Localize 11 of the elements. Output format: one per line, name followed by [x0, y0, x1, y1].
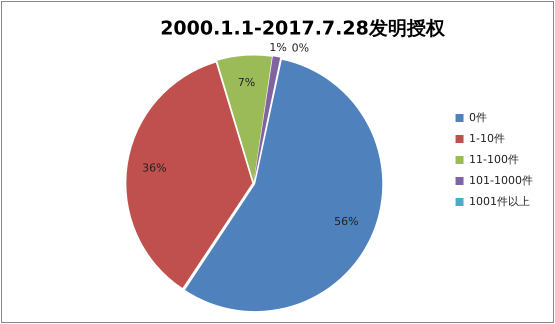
legend-label: 0件 [469, 110, 488, 124]
legend-label: 101-1000件 [469, 174, 534, 187]
legend-label: 1001件以上 [469, 194, 530, 208]
data-label: 36% [142, 162, 167, 175]
data-label: 56% [334, 215, 359, 228]
text: 0% [292, 42, 310, 55]
data-label: 1% [269, 40, 287, 54]
chart-title: 2000.1.1-2017.7.28发明授权 [160, 17, 446, 40]
data-label: 7% [238, 76, 256, 90]
legend-label: 11-100件 [469, 152, 520, 166]
legend-label: 1-10件 [469, 132, 506, 145]
